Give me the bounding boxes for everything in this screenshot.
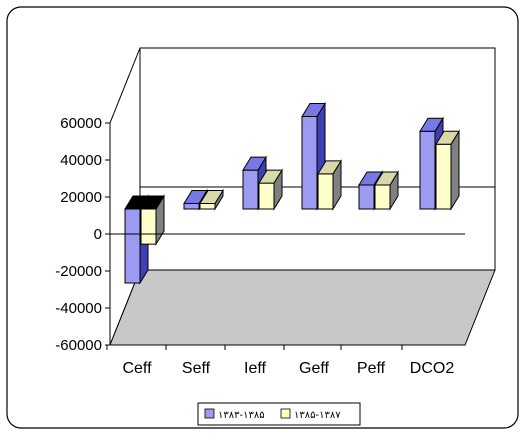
bar-front [317,173,334,210]
y-tick-label: -20000 [55,263,102,280]
bar-top [199,189,224,204]
y-tick-label: -40000 [55,300,102,317]
bar-series-2-seff [199,188,224,211]
bar-top [317,160,342,175]
bar-top [124,195,149,210]
floor-plane [109,269,496,346]
x-category-label: Seff [182,360,211,377]
bar-front [435,143,452,210]
bar-front [183,202,200,210]
y-tick-label: 40000 [60,152,102,169]
x-axis: Ceff Seff Ieff Geff Peff DCO2 [106,233,465,377]
bar-top [358,171,383,186]
x-category-label: Peff [357,360,386,377]
x-category-label: Geff [299,360,330,377]
x-category-label: Ieff [244,360,267,377]
bar-series-2-dco2 [435,129,460,211]
bar-series-2-geff [317,159,342,211]
bar-front [258,182,275,210]
bar-top [435,130,460,145]
legend-label-series-1: ۱۳۸۳-۱۳۸۵ [218,410,265,421]
legend-label-series-2: ۱۳۸۵-۱۳۸۷ [294,410,341,421]
legend: ۱۳۸۳-۱۳۸۵ ۱۳۸۵-۱۳۸۷ [197,402,361,426]
bar-front [140,208,157,245]
legend-swatch-series-1 [204,408,215,419]
bar-top [242,156,267,171]
bar-front [374,184,391,210]
y-tick-label: 20000 [60,189,102,206]
bar-front [242,169,259,210]
bar-front [124,208,141,284]
bar-front [419,130,436,210]
bar-group [124,101,460,285]
plot-floor [109,269,496,346]
bar-series-2-ceff [140,194,165,246]
x-category-label: DCO2 [410,360,455,377]
bar-front [301,116,318,210]
legend-swatch-series-2 [280,408,291,419]
bar-top [258,169,283,184]
bar-top [374,171,399,186]
bar-series-2-peff [374,170,399,211]
bar-front [199,202,216,210]
bar-top [419,117,444,132]
y-axis: 60000 40000 20000 0 -20000 -40000 -60000 [55,115,111,354]
bar-top [301,103,326,117]
y-tick-label: 0 [94,226,102,243]
legend-box [197,402,361,426]
bar-front [358,184,375,210]
y-tick-label: 60000 [60,115,102,132]
y-tick-label: -60000 [55,337,102,354]
bar-top [183,189,208,204]
bar-series-2-ieff [258,168,283,211]
x-category-label: Ceff [122,360,152,377]
bar-top [140,195,165,210]
